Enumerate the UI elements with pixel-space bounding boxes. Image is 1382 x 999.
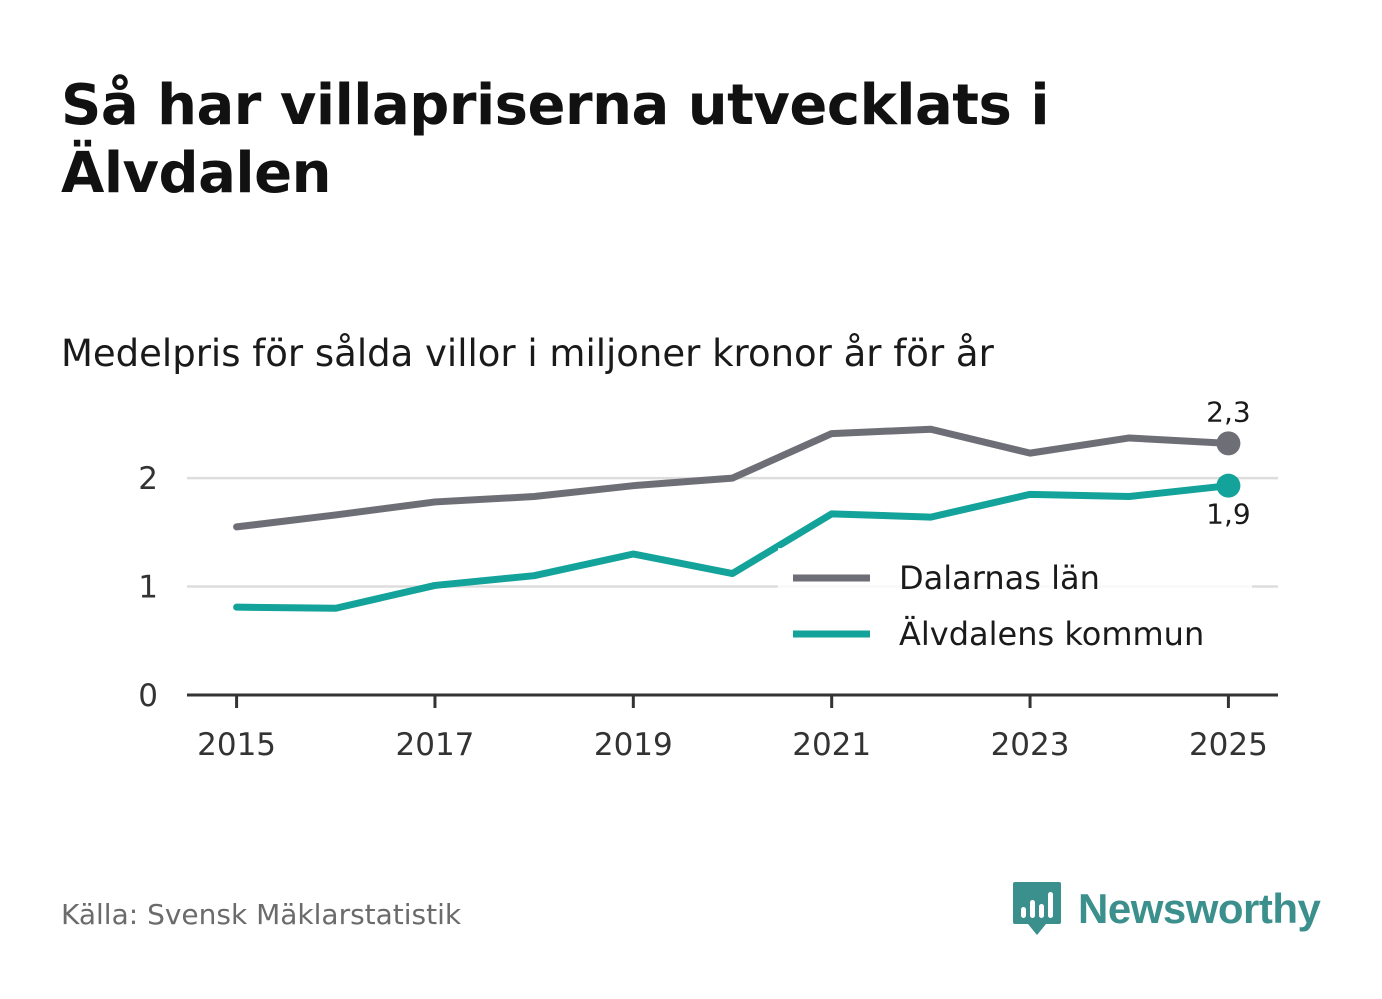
x-tick-label: 2023 (991, 727, 1070, 763)
newsworthy-logo-icon (1013, 882, 1061, 935)
chart-title: Så har villapriserna utvecklats i Älvdal… (61, 73, 1050, 206)
line-chart: 0 1 2 2015 2017 2019 2021 2023 2025 Dalarnas län… (138, 395, 1278, 763)
x-tick-label: 2015 (197, 727, 276, 763)
end-labels: 2,3 1,9 (1206, 395, 1251, 530)
legend-label-1: Älvdalens kommun (899, 615, 1204, 653)
axes: 0 1 2 2015 2017 2019 2021 2023 2025 (138, 461, 1278, 763)
legend: Dalarnas län Älvdalens kommun (778, 548, 1252, 660)
x-tick-label: 2017 (396, 727, 475, 763)
series-end-point-0 (1216, 431, 1241, 456)
brand[interactable]: Newsworthy (1012, 880, 1321, 938)
legend-background (778, 548, 1252, 660)
y-tick-label: 0 (138, 678, 158, 714)
chart-subtitle: Medelpris för sålda villor i miljoner kr… (61, 332, 994, 375)
end-label-0: 2,3 (1206, 395, 1251, 428)
series-end-point-1 (1216, 473, 1241, 498)
series-line-0 (233, 425, 1232, 531)
x-tick-label: 2025 (1189, 727, 1268, 763)
brand-name: Newsworthy (1078, 885, 1321, 932)
x-tick-label: 2019 (594, 727, 673, 763)
y-tick-label: 1 (138, 570, 158, 606)
y-tick-label: 2 (138, 461, 158, 497)
end-label-1: 1,9 (1206, 498, 1251, 531)
legend-label-0: Dalarnas län (899, 559, 1100, 597)
series-line-1 (233, 482, 1232, 612)
source-note: Källa: Svensk Mäklarstatistik (61, 898, 462, 931)
x-tick-label: 2021 (792, 727, 871, 763)
series-lines (233, 425, 1241, 612)
